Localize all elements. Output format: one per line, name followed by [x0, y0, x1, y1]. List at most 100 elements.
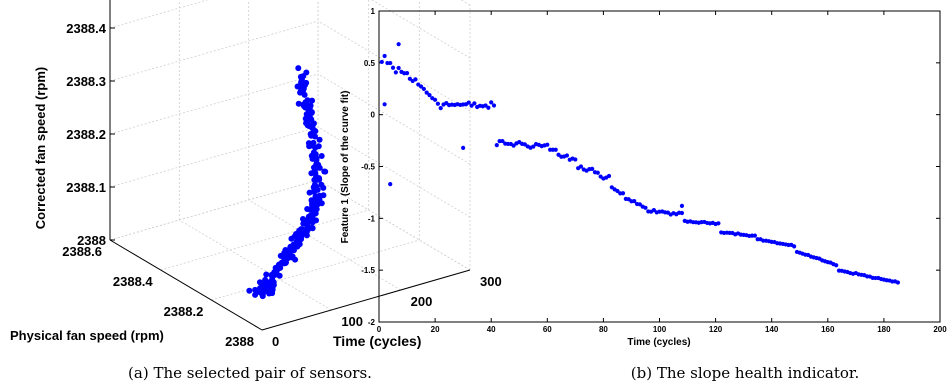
- x-tick-label: 80: [599, 325, 608, 334]
- data-point: [308, 132, 315, 139]
- data-point: [315, 161, 322, 168]
- data-point: [573, 157, 578, 162]
- data-point: [716, 221, 721, 226]
- data-point: [308, 218, 315, 225]
- data-point: [303, 69, 310, 76]
- y-tick-label: 0: [371, 111, 376, 120]
- data-point: [303, 120, 310, 127]
- data-point: [564, 153, 570, 158]
- data-point: [382, 102, 387, 107]
- data-point: [304, 223, 311, 230]
- data-point: [637, 202, 642, 207]
- data-point: [321, 168, 328, 175]
- data-point: [281, 257, 288, 264]
- grid-line: [109, 179, 319, 241]
- data-point: [595, 170, 600, 175]
- x-tick-label: 200: [933, 325, 947, 334]
- y-tick-label: 1: [371, 7, 376, 16]
- y-tick-label: 2388.6: [62, 244, 102, 259]
- data-point: [679, 210, 685, 216]
- data-point: [311, 196, 318, 203]
- grid-line: [109, 20, 319, 82]
- data-point: [272, 264, 279, 271]
- x-tick-label: 100: [653, 325, 667, 334]
- data-point: [299, 230, 306, 237]
- x-axis-line: [261, 269, 471, 331]
- data-point: [643, 205, 648, 210]
- y-tick-label: 0.5: [364, 59, 376, 68]
- y-tick-label: -1: [368, 214, 376, 223]
- data-point: [407, 76, 412, 81]
- data-point: [466, 100, 471, 105]
- data-point: [752, 233, 757, 238]
- data-point: [404, 71, 410, 76]
- data-point: [276, 272, 283, 279]
- x-tick-label: 20: [431, 325, 440, 334]
- data-point: [302, 99, 309, 106]
- data-point: [472, 101, 477, 106]
- data-point: [590, 166, 595, 171]
- data-point: [316, 175, 323, 182]
- x-tick-label: 0: [272, 334, 279, 349]
- y-tick-label: -0.5: [361, 163, 375, 172]
- x-tick-label: 300: [480, 274, 502, 289]
- scatter2d-ticks: 0 20 40 60 80 100 120 140 160 180 200 -2 -1.5 -1 -0.5 0…: [361, 7, 947, 334]
- data-point: [486, 105, 491, 110]
- y-tick-label: -2: [368, 318, 376, 327]
- data-point: [318, 152, 325, 159]
- scatter3d-axes: [109, 0, 471, 331]
- data-point: [531, 144, 536, 149]
- grid-line: [317, 179, 471, 271]
- x-axis-label-b: Time (cycles): [627, 337, 690, 348]
- data-point: [545, 142, 550, 147]
- grid-line: [179, 219, 332, 311]
- caption-b: (b) The slope health indicator.: [631, 364, 859, 382]
- data-point: [390, 65, 396, 70]
- grid-line: [371, 0, 471, 59]
- data-point: [388, 182, 393, 187]
- data-point: [606, 173, 612, 179]
- data-point: [615, 188, 620, 194]
- data-point: [316, 136, 323, 143]
- y-tick-label: -1.5: [361, 266, 375, 275]
- x-tick-label: 40: [487, 325, 496, 334]
- data-point: [256, 279, 263, 286]
- x-tick-label: 160: [821, 325, 835, 334]
- data-point: [438, 106, 443, 111]
- data-point: [469, 103, 474, 108]
- data-point: [396, 65, 401, 71]
- caption-a: (a) The selected pair of sensors.: [128, 364, 372, 382]
- data-point: [252, 286, 259, 293]
- y-tick-label: 2388: [225, 334, 254, 349]
- data-point: [393, 70, 398, 75]
- data-point: [679, 203, 685, 208]
- data-point: [494, 143, 499, 148]
- x-tick-label: 60: [543, 325, 552, 334]
- data-point: [553, 147, 558, 152]
- x-tick-label: 200: [411, 294, 433, 309]
- z-tick-label: 2388.3: [66, 74, 106, 89]
- data-point: [834, 263, 839, 268]
- data-point: [491, 103, 497, 108]
- plot-area-frame: [378, 10, 941, 323]
- data-point: [246, 287, 253, 294]
- data-point: [309, 225, 316, 232]
- data-point: [312, 151, 319, 158]
- data-point: [318, 181, 325, 188]
- data-point: [632, 199, 637, 204]
- data-point: [269, 276, 276, 283]
- grid-line: [109, 0, 209, 29]
- data-point: [270, 281, 277, 288]
- data-point: [433, 97, 438, 102]
- scatter3d-points: [246, 65, 329, 300]
- y-tick-label: 2388.4: [113, 274, 154, 289]
- data-point: [792, 244, 797, 249]
- data-point: [435, 101, 441, 106]
- data-point: [297, 236, 304, 243]
- y-axis-line: [109, 239, 263, 331]
- data-point: [263, 271, 270, 278]
- data-point: [295, 100, 302, 107]
- scatter3d-tick-labels: 23882388.12388.22388.32388.42388.5238823…: [62, 21, 502, 349]
- data-point: [396, 42, 401, 47]
- z-tick-label: 2388.2: [66, 127, 106, 142]
